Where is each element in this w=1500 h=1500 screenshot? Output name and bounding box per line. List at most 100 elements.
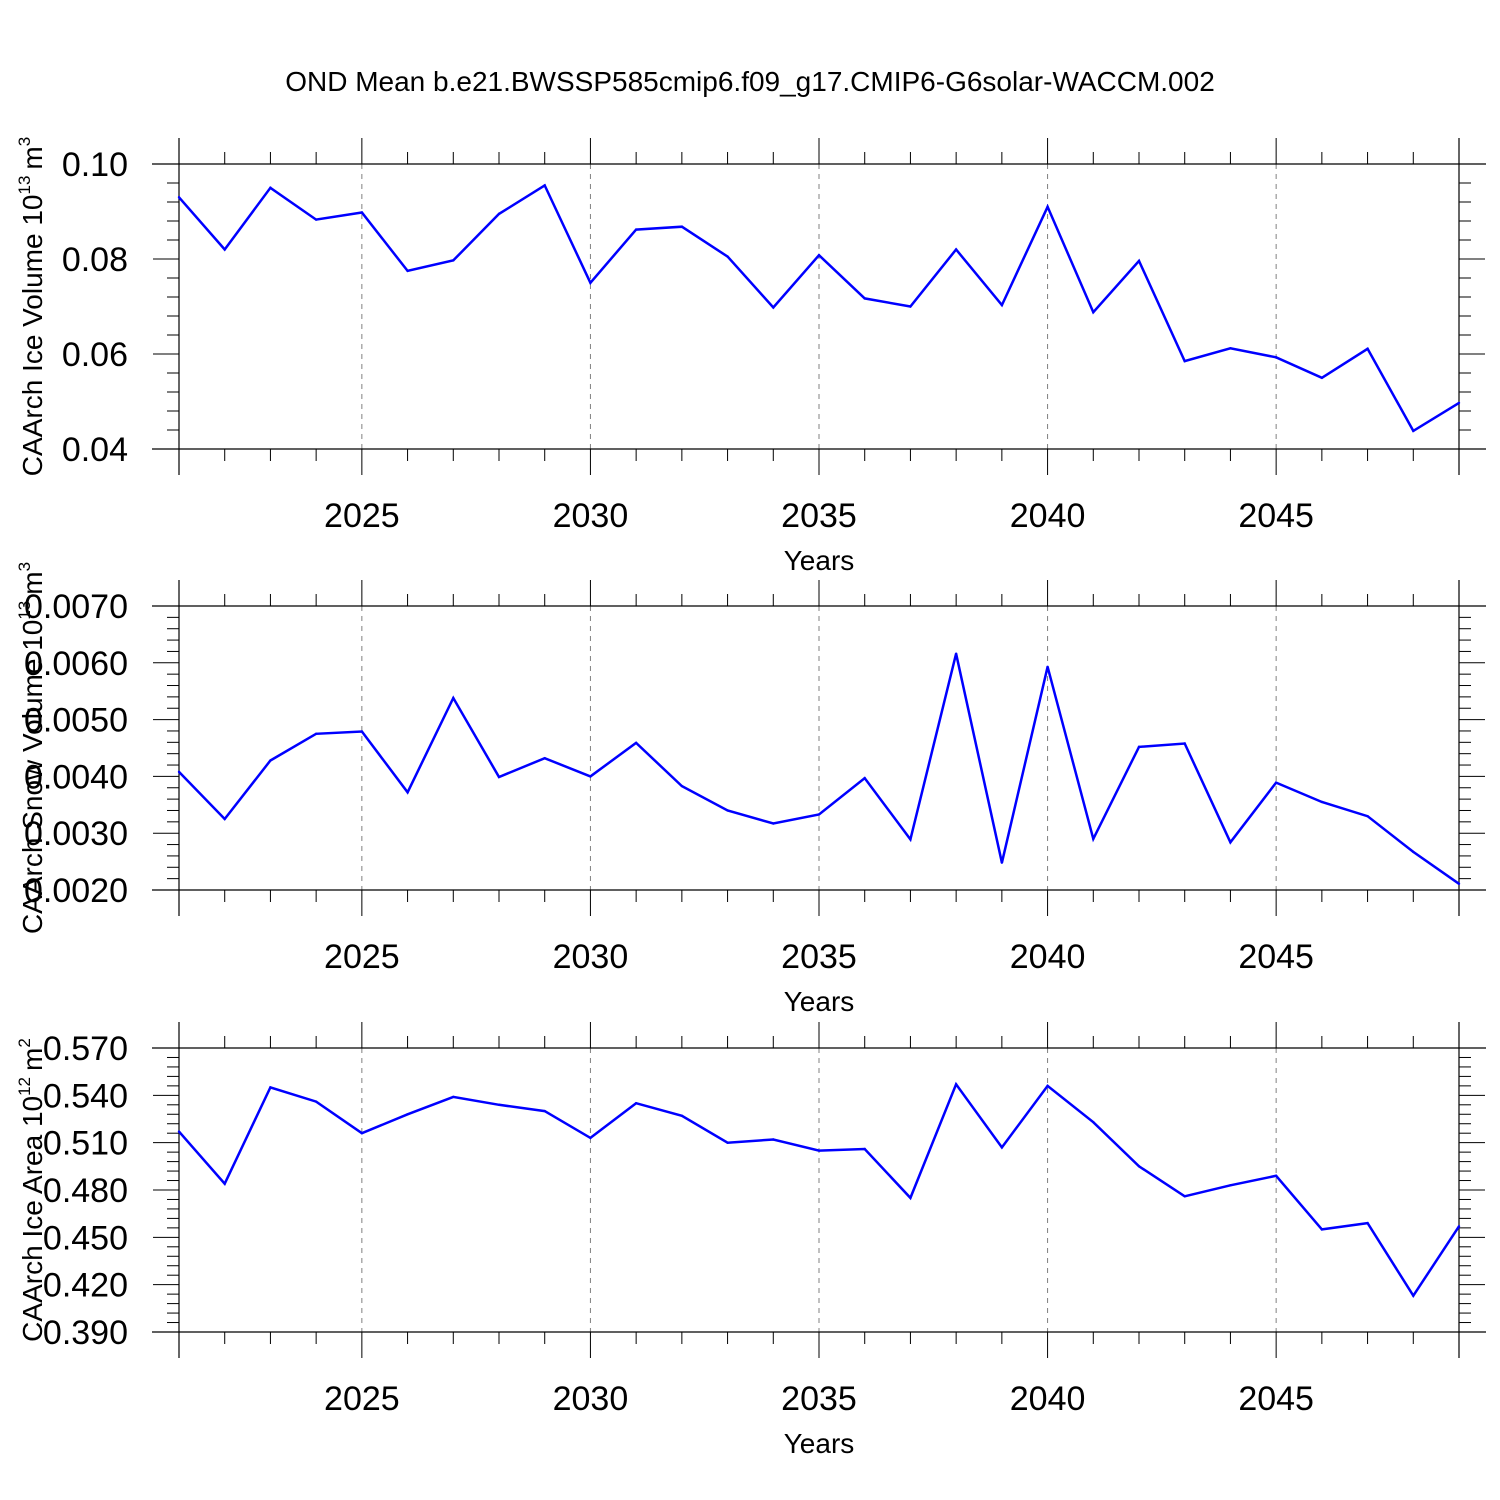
chart-panel-3: 2025 2030 2035 2040 2045 Years 0.390 0.420 0.450… <box>15 1022 1486 1459</box>
data-point <box>1137 1165 1141 1168</box>
data-point <box>1000 1146 1004 1149</box>
data-point <box>406 269 409 273</box>
y-tick-label: 0.450 <box>43 1219 128 1257</box>
data-point <box>1000 861 1004 864</box>
data-point <box>452 696 455 700</box>
data-point <box>1366 347 1369 350</box>
x-tick-label: 2035 <box>781 1380 857 1418</box>
y-tick-label: 0.0030 <box>24 815 128 853</box>
data-point <box>726 1141 729 1144</box>
data-point <box>1320 800 1324 804</box>
y-tick-label: 0.0070 <box>24 588 128 626</box>
data-point <box>680 1114 684 1118</box>
data-point <box>1183 359 1186 363</box>
data-point <box>497 775 501 779</box>
data-point <box>1092 1120 1095 1124</box>
data-point <box>177 770 181 774</box>
y-axis-title: CAArch Ice Area 1012 m2 <box>15 1038 48 1342</box>
x-tick-label: 2040 <box>1010 938 1086 976</box>
data-point <box>223 817 226 821</box>
data-point <box>1229 347 1232 350</box>
y-tick-label: 0.510 <box>43 1125 128 1163</box>
data-point <box>1046 1084 1049 1088</box>
data-point <box>177 1130 181 1133</box>
y-axis-title-exponent: 12 <box>15 1077 34 1096</box>
data-point <box>406 791 409 794</box>
y-tick-label: 0.06 <box>62 336 128 374</box>
data-point <box>1412 850 1415 854</box>
x-tick-label: 2030 <box>553 938 629 976</box>
data-point <box>360 1132 364 1135</box>
data-point <box>314 732 318 735</box>
y-tick-label: 0.0040 <box>24 758 128 796</box>
data-point <box>954 652 958 655</box>
data-point <box>680 225 684 228</box>
data-point <box>772 822 775 825</box>
data-point <box>360 730 364 733</box>
figure-title: OND Mean b.e21.BWSSP585cmip6.f09_g17.CMI… <box>285 66 1215 97</box>
x-tick-label: 2035 <box>781 938 857 976</box>
y-axis-title: CAArch Ice Volume 1013 m3 <box>15 137 48 476</box>
data-point <box>817 1149 821 1152</box>
data-point <box>1412 429 1415 433</box>
data-point <box>497 1103 501 1107</box>
data-point <box>177 196 181 199</box>
data-point <box>1457 1225 1461 1228</box>
y-tick-label: 0.480 <box>43 1172 128 1210</box>
data-point <box>1046 665 1049 668</box>
y-axis-title-unit-exponent: 2 <box>15 1038 34 1047</box>
data-point <box>817 813 821 816</box>
y-axis-title-exponent: 13 <box>15 601 34 620</box>
chart-panel-2: 2025 2030 2035 2040 2045 Years 0.0020 0.0030 0.0… <box>15 562 1486 1017</box>
data-point <box>863 776 866 780</box>
data-point <box>817 254 821 257</box>
x-tick-label: 2045 <box>1238 1380 1314 1418</box>
x-tick-label: 2045 <box>1238 497 1314 535</box>
data-point <box>269 759 272 762</box>
data-point <box>1274 1174 1278 1178</box>
data-point <box>1229 1184 1232 1187</box>
data-point <box>1092 311 1095 314</box>
data-point <box>1412 1294 1415 1297</box>
data-point <box>1457 882 1461 885</box>
y-tick-label: 0.390 <box>43 1314 128 1352</box>
data-point <box>909 838 912 841</box>
y-axis-title-text: CAArch Ice Area 10 <box>17 1096 48 1342</box>
data-point <box>1320 376 1324 379</box>
y-tick-label: 0.0050 <box>24 702 128 740</box>
y-tick-label: 0.570 <box>43 1030 128 1068</box>
y-axis-title-exponent: 13 <box>15 176 34 195</box>
data-point <box>1092 837 1095 841</box>
x-tick-label: 2035 <box>781 497 857 535</box>
x-tick-label: 2025 <box>324 938 400 976</box>
data-point <box>726 255 729 258</box>
data-point <box>269 186 272 189</box>
data-point <box>223 248 226 251</box>
data-point <box>1137 259 1141 263</box>
data-point <box>1183 1195 1186 1198</box>
panels: 2025 2030 2035 2040 2045 Years 0.04 0.06 0.08 0.1… <box>15 137 1486 1459</box>
y-axis-title-text: CAArch Snow Volume 10 <box>17 620 48 934</box>
data-point <box>543 757 546 760</box>
data-point <box>1046 205 1049 208</box>
data-point <box>954 248 958 251</box>
data-point <box>452 259 455 262</box>
data-point <box>1366 814 1369 818</box>
x-tick-label: 2045 <box>1238 938 1314 976</box>
data-point <box>543 1109 546 1113</box>
data-point <box>589 775 592 778</box>
y-axis-title-unit-exponent: 3 <box>15 562 34 571</box>
data-point <box>360 211 364 214</box>
data-point <box>589 281 592 284</box>
data-point <box>726 809 729 812</box>
data-point <box>1229 841 1232 844</box>
y-axis-title-text: CAArch Ice Volume 10 <box>17 195 48 477</box>
data-point <box>772 306 775 309</box>
data-point <box>406 1113 409 1116</box>
y-tick-label: 0.0060 <box>24 645 128 683</box>
data-point <box>314 1100 318 1103</box>
y-axis-title-unit: m <box>17 146 48 169</box>
x-tick-label: 2030 <box>553 1380 629 1418</box>
data-point <box>772 1138 775 1141</box>
x-tick-label: 2040 <box>1010 1380 1086 1418</box>
